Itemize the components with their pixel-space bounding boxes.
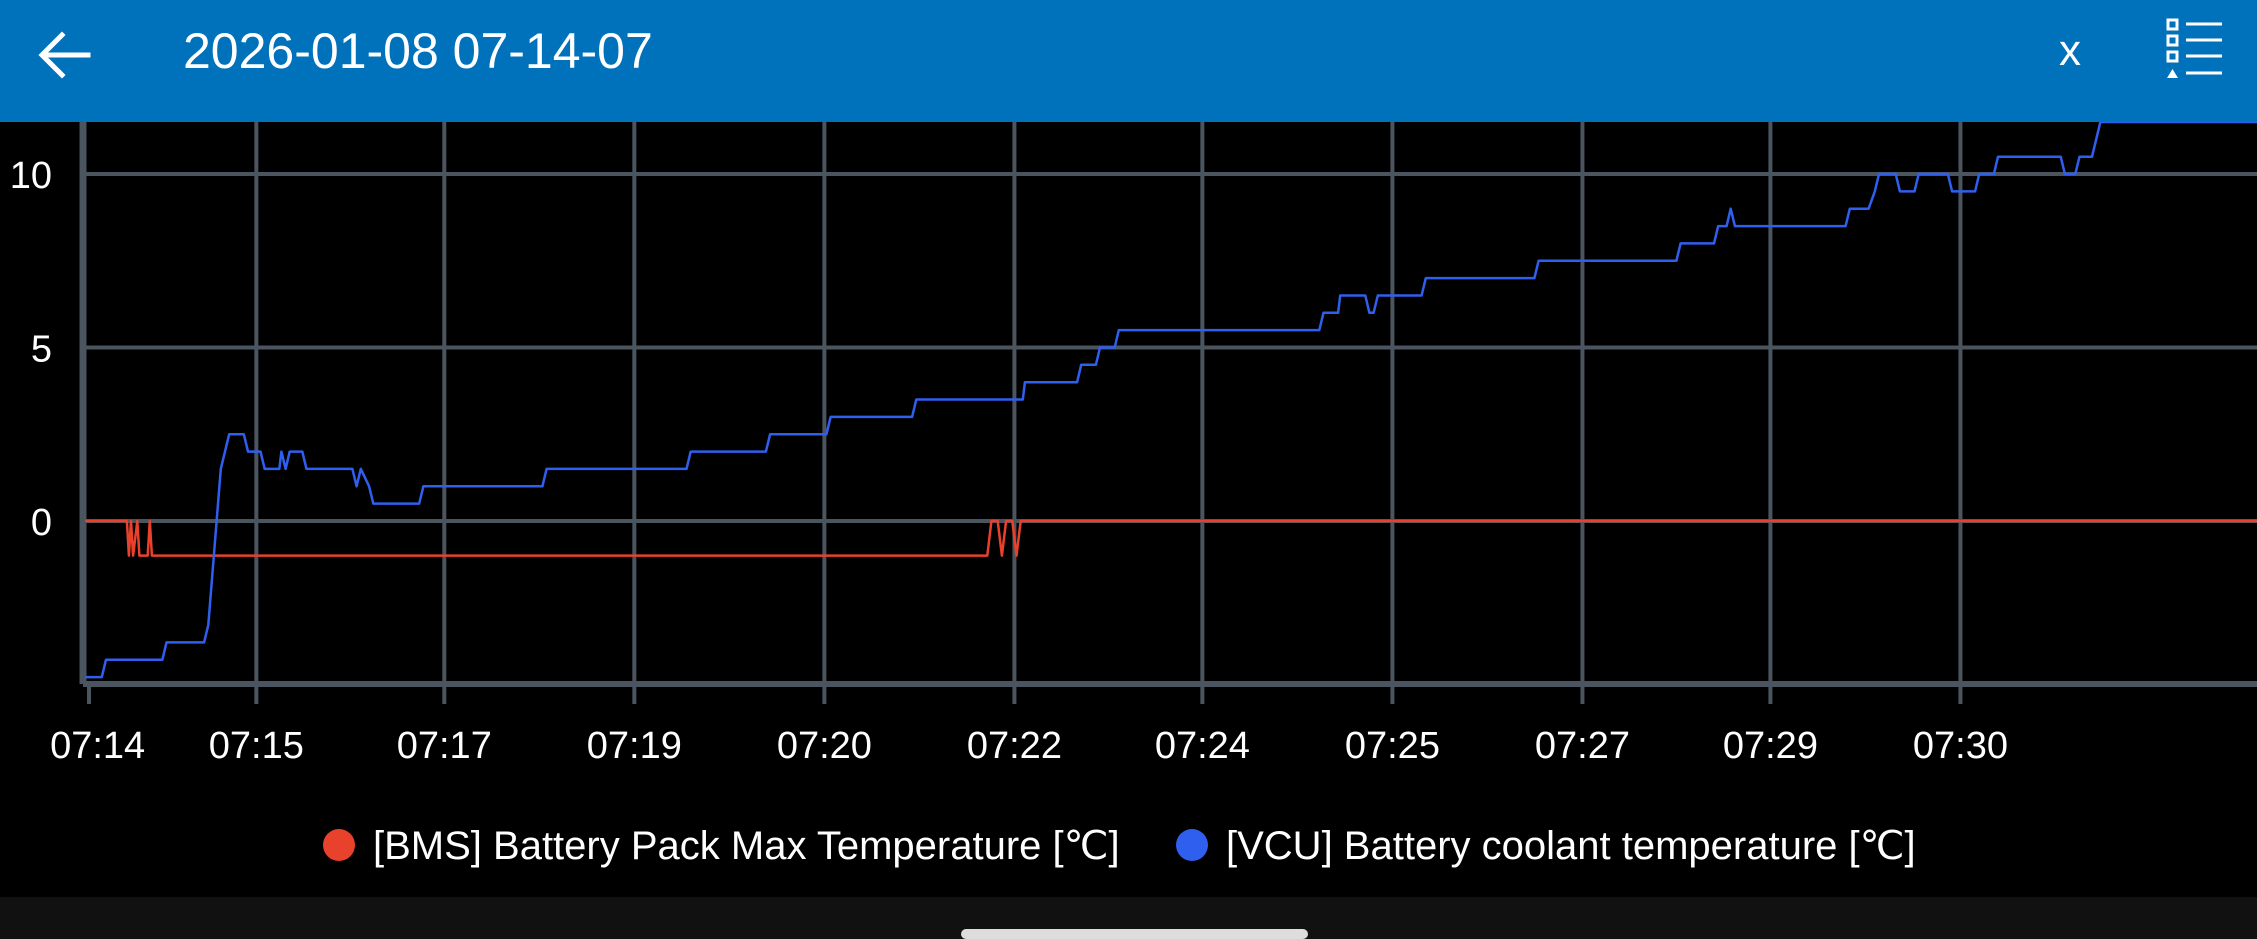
temperature-line-chart[interactable]: 0 5 10 07:14 07:15 07:17 07:19 07:20 07:22 07:24 0… bbox=[0, 122, 2257, 782]
x-tick-label: 07:25 bbox=[1345, 725, 1440, 767]
x-tick-label: 07:15 bbox=[209, 725, 304, 767]
x-tick-label: 07:19 bbox=[587, 725, 682, 767]
x-tick-label: 07:14 bbox=[50, 725, 145, 767]
checklist-menu-icon bbox=[2166, 18, 2222, 78]
arrow-left-icon bbox=[38, 31, 91, 79]
bms-series-line bbox=[85, 519, 2257, 557]
back-button[interactable] bbox=[30, 20, 100, 90]
close-button[interactable]: x bbox=[2059, 26, 2081, 75]
x-tick-label: 07:17 bbox=[397, 725, 492, 767]
home-gesture-handle[interactable] bbox=[961, 929, 1308, 939]
legend-dot-bms bbox=[323, 829, 355, 861]
x-tick-label: 07:24 bbox=[1155, 725, 1250, 767]
vcu-series-line bbox=[85, 122, 2257, 679]
y-tick-label: 10 bbox=[10, 155, 52, 197]
legend-label-vcu: [VCU] Battery coolant temperature [℃] bbox=[1226, 824, 1916, 868]
checklist-menu-button[interactable] bbox=[2160, 14, 2232, 86]
chart-legend: [BMS] Battery Pack Max Temperature [℃] [… bbox=[0, 818, 2257, 874]
system-navigation-bar bbox=[0, 897, 2257, 939]
y-tick-label: 5 bbox=[31, 328, 52, 370]
x-tick-label: 07:22 bbox=[967, 725, 1062, 767]
legend-dot-vcu bbox=[1176, 829, 1208, 861]
legend-label-bms: [BMS] Battery Pack Max Temperature [℃] bbox=[373, 824, 1120, 868]
x-tick-label: 07:29 bbox=[1723, 725, 1818, 767]
x-tick-label: 07:27 bbox=[1535, 725, 1630, 767]
x-tick-label: 07:30 bbox=[1913, 725, 2008, 767]
app-bar: 2026-01-08 07-14-07 x bbox=[0, 0, 2257, 122]
y-tick-label: 0 bbox=[31, 502, 52, 544]
log-title: 2026-01-08 07-14-07 bbox=[183, 23, 653, 79]
x-tick-label: 07:20 bbox=[777, 725, 872, 767]
